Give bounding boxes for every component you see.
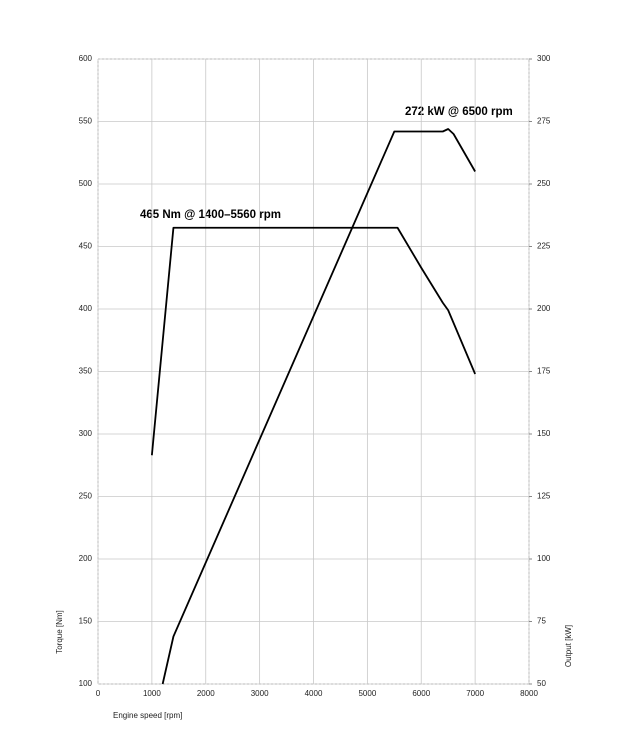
- series-line: [161, 128, 476, 685]
- y-tick-label: 450: [79, 242, 93, 251]
- y2-tick-label: 275: [537, 117, 551, 126]
- y-tick-label: 600: [79, 54, 93, 63]
- x-tick-label: 8000: [520, 689, 538, 698]
- y-axis-label: Torque [Nm]: [55, 610, 64, 654]
- y-tick-label: 100: [79, 679, 93, 688]
- y2-tick-label: 150: [537, 429, 551, 438]
- x-tick-label: 3000: [251, 689, 269, 698]
- y-tick-label: 500: [79, 179, 93, 188]
- annotation: 465 Nm @ 1400–5560 rpm: [140, 209, 281, 221]
- x-tick-label: 7000: [466, 689, 484, 698]
- y2-tick-label: 50: [537, 679, 546, 688]
- x-axis-label: Engine speed [rpm]: [113, 711, 182, 720]
- y-tick-label: 150: [79, 617, 93, 626]
- y-tick-label: 300: [79, 429, 93, 438]
- y-tick-label: 400: [79, 304, 93, 313]
- y2-tick-label: 125: [537, 492, 551, 501]
- y2-tick-label: 300: [537, 54, 551, 63]
- series-line: [150, 226, 476, 456]
- y-tick-label: 350: [79, 367, 93, 376]
- y2-tick-label: 175: [537, 367, 551, 376]
- y-tick-label: 250: [79, 492, 93, 501]
- y2-tick-label: 100: [537, 554, 551, 563]
- y2-tick-label: 250: [537, 179, 551, 188]
- y2-axis-label: Output [kW]: [564, 625, 573, 667]
- x-tick-label: 0: [96, 689, 101, 698]
- y2-tick-label: 225: [537, 242, 551, 251]
- y2-tick-label: 200: [537, 304, 551, 313]
- annotation: 272 kW @ 6500 rpm: [405, 106, 513, 118]
- x-tick-label: 4000: [305, 689, 323, 698]
- y2-tick-label: 75: [537, 617, 546, 626]
- x-tick-label: 5000: [358, 689, 376, 698]
- x-tick-label: 1000: [143, 689, 161, 698]
- x-tick-label: 6000: [412, 689, 430, 698]
- y-tick-label: 550: [79, 117, 93, 126]
- x-tick-label: 2000: [197, 689, 215, 698]
- y-tick-label: 200: [79, 554, 93, 563]
